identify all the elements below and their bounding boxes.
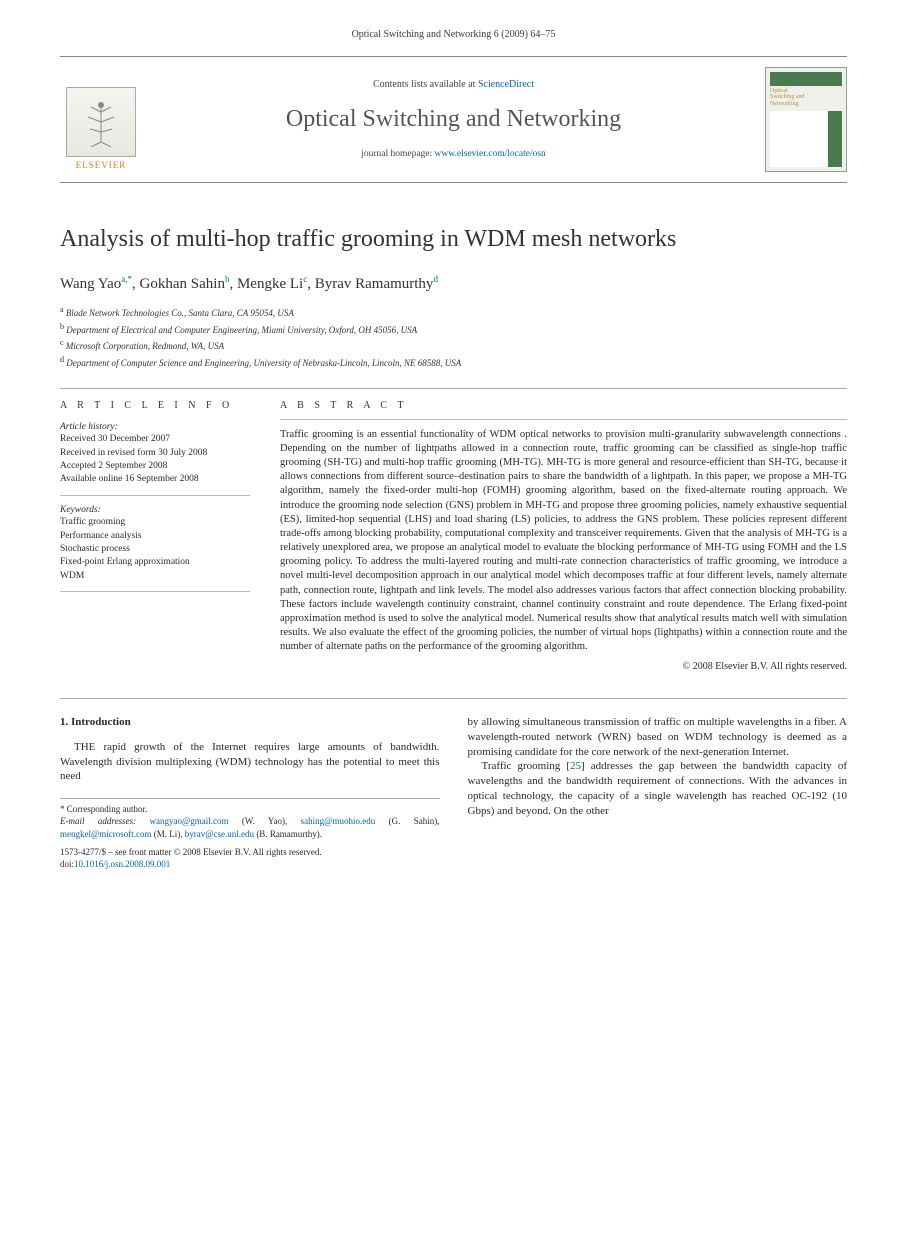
history-line: Available online 16 September 2008 [60,473,250,486]
publisher-label: ELSEVIER [76,159,127,171]
abstract-column: A B S T R A C T Traffic grooming is an e… [280,399,847,674]
issn-line: 1573-4277/$ – see front matter © 2008 El… [60,846,440,858]
history-line: Accepted 2 September 2008 [60,460,250,473]
body-right-column: by allowing simultaneous transmission of… [468,715,848,870]
cover-label-1: Optical [770,88,842,95]
journal-name: Optical Switching and Networking [154,103,753,135]
citation-link[interactable]: 25 [570,760,581,772]
emails: E-mail addresses: wangyao@gmail.com (W. … [60,815,440,839]
divider [60,388,847,389]
journal-banner: ELSEVIER Contents lists available at Sci… [60,56,847,183]
author: Byrav Ramamurthyd [315,276,438,292]
doi-line: doi:10.1016/j.osn.2008.09.001 [60,858,440,870]
affiliation: b Department of Electrical and Computer … [60,321,847,338]
banner-center: Contents lists available at ScienceDirec… [154,67,753,172]
article-history-block: Article history: Received 30 December 20… [60,421,250,496]
keywords-block: Keywords: Traffic grooming Performance a… [60,504,250,592]
keyword: Performance analysis [60,530,250,543]
footnote-block: * Corresponding author. E-mail addresses… [60,798,440,870]
homepage-line: journal homepage: www.elsevier.com/locat… [154,148,753,161]
email-link[interactable]: mengkel@microsoft.com [60,829,152,839]
sciencedirect-link[interactable]: ScienceDirect [478,79,534,90]
email-link[interactable]: wangyao@gmail.com [149,816,228,826]
homepage-link[interactable]: www.elsevier.com/locate/osn [435,149,546,159]
cover-label-2: Switching and [770,94,842,101]
keyword: Stochastic process [60,543,250,556]
journal-cover-thumb: Optical Switching and Networking [765,67,847,172]
history-line: Received 30 December 2007 [60,433,250,446]
corresponding-note: * Corresponding author. [60,803,440,815]
affiliation: a Blade Network Technologies Co., Santa … [60,304,847,321]
section-heading: 1. Introduction [60,715,440,730]
cover-label-3: Networking [770,101,842,108]
keywords-label: Keywords: [60,504,250,517]
email-link[interactable]: sahing@muohio.edu [301,816,376,826]
emails-label: E-mail addresses: [60,816,136,826]
article-title: Analysis of multi-hop traffic grooming i… [60,223,847,255]
body-paragraph: Traffic grooming [25] addresses the gap … [468,759,848,818]
homepage-prefix: journal homepage: [361,149,434,159]
cover-badge [770,72,842,86]
body-paragraph: THE rapid growth of the Internet require… [60,740,440,785]
abstract-copyright: © 2008 Elsevier B.V. All rights reserved… [280,660,847,674]
running-head: Optical Switching and Networking 6 (2009… [60,28,847,42]
publisher-logo: ELSEVIER [60,67,142,172]
affiliation: c Microsoft Corporation, Redmond, WA, US… [60,337,847,354]
abstract-heading: A B S T R A C T [280,399,847,420]
email-link[interactable]: byrav@cse.unl.edu [185,829,254,839]
info-abstract-row: A R T I C L E I N F O Article history: R… [60,399,847,674]
elsevier-tree-icon [66,87,136,157]
affiliations: a Blade Network Technologies Co., Santa … [60,304,847,370]
cover-body [770,111,842,166]
contents-line: Contents lists available at ScienceDirec… [154,78,753,92]
history-line: Received in revised form 30 July 2008 [60,447,250,460]
authors-line: Wang Yaoa,*, Gokhan Sahinb, Mengke Lic, … [60,273,847,294]
body-two-column: 1. Introduction THE rapid growth of the … [60,698,847,870]
author: Mengke Lic [237,276,307,292]
keyword: WDM [60,570,250,583]
keyword: Fixed-point Erlang approximation [60,556,250,569]
article-info-column: A R T I C L E I N F O Article history: R… [60,399,250,674]
keyword: Traffic grooming [60,516,250,529]
affiliation: d Department of Computer Science and Eng… [60,354,847,371]
body-left-column: 1. Introduction THE rapid growth of the … [60,715,440,870]
contents-prefix: Contents lists available at [373,79,478,90]
article-info-heading: A R T I C L E I N F O [60,399,250,413]
doi-link[interactable]: 10.1016/j.osn.2008.09.001 [74,859,170,869]
author: Gokhan Sahinb [140,276,230,292]
author: Wang Yaoa,* [60,276,132,292]
abstract-text: Traffic grooming is an essential functio… [280,428,847,655]
body-paragraph: by allowing simultaneous transmission of… [468,715,848,760]
history-label: Article history: [60,421,250,434]
